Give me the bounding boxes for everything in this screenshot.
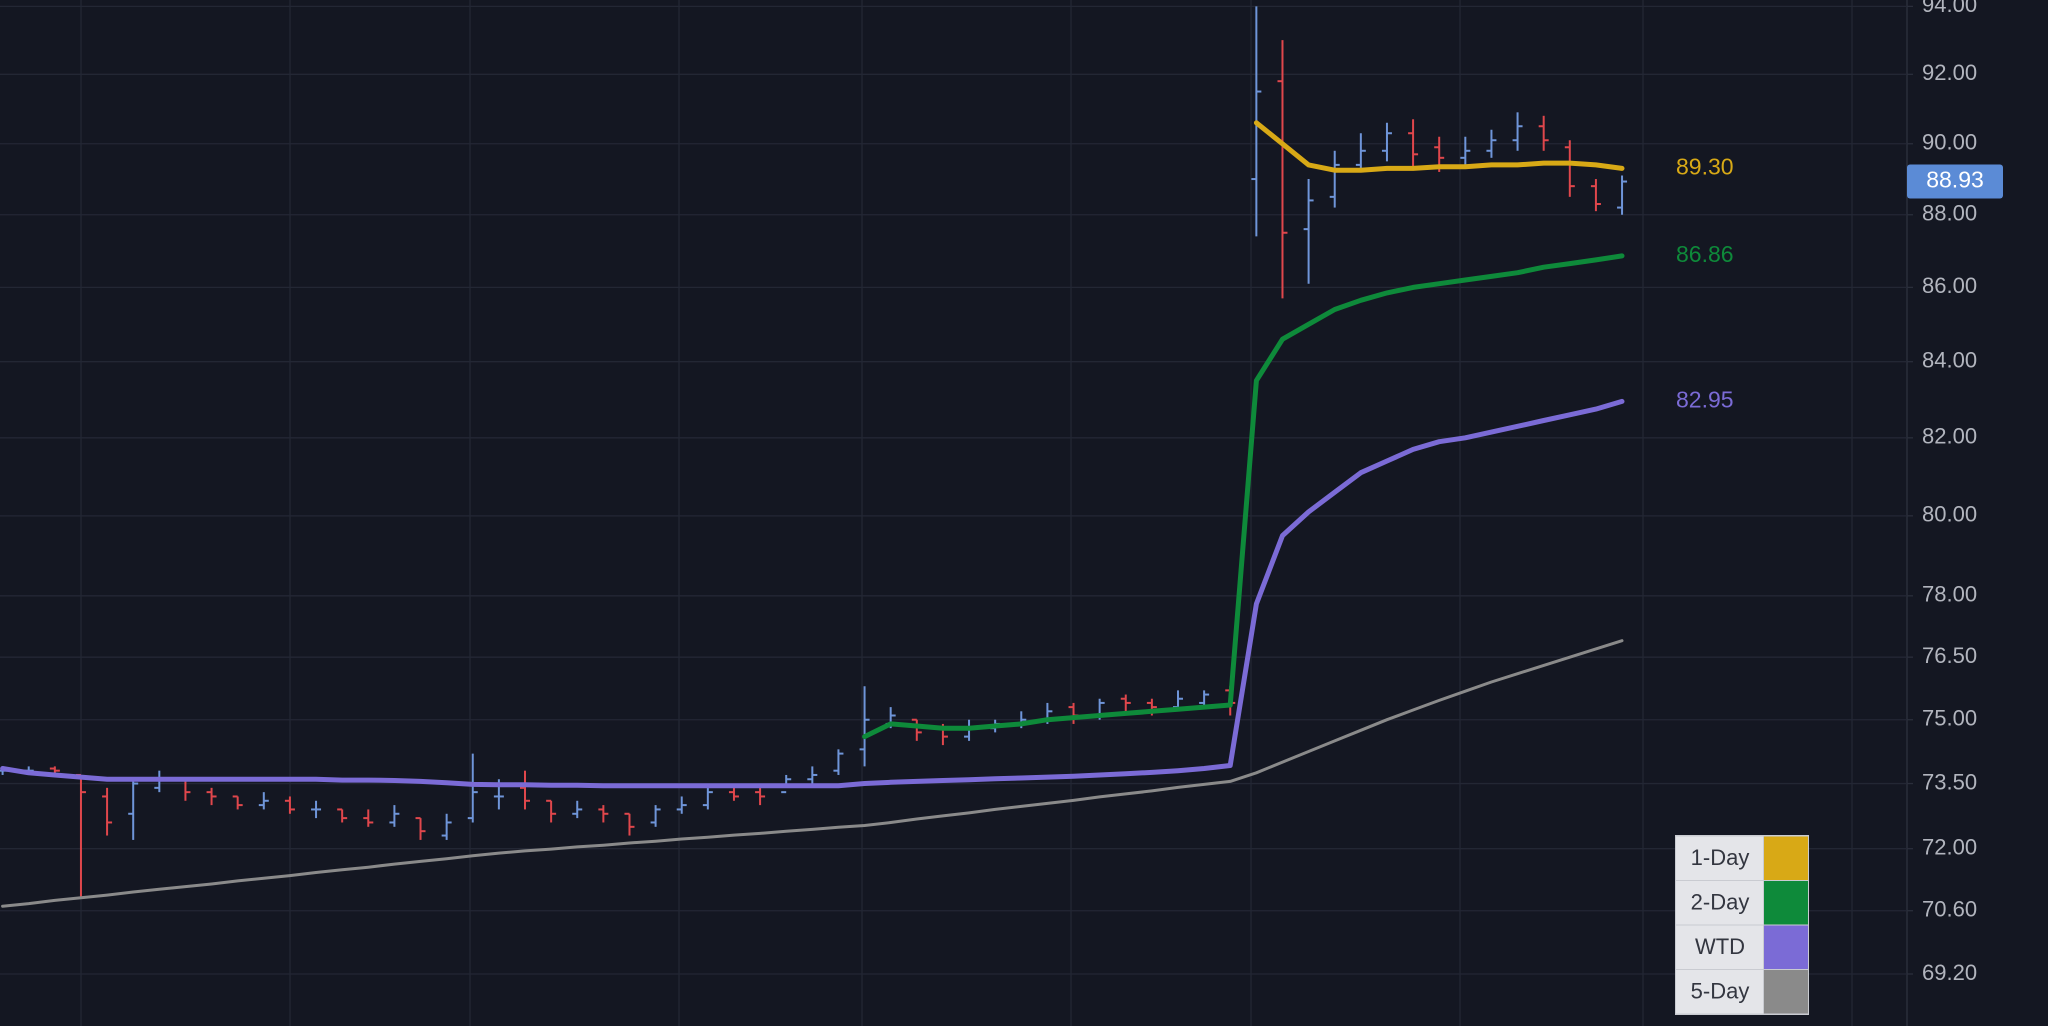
last-price-label: 88.93: [1926, 167, 1984, 193]
legend-label: 1-Day: [1691, 845, 1750, 870]
legend-label-cell: [1676, 836, 1763, 880]
y-tick-label: 75.00: [1922, 706, 1977, 731]
line-wtd: [0, 398, 1625, 789]
y-tick-label: 76.50: [1922, 643, 1977, 668]
legend-swatch: [1764, 925, 1808, 969]
y-tick-label: 80.00: [1922, 502, 1977, 527]
y-tick-label: 92.00: [1922, 60, 1977, 85]
legend-swatch: [1764, 836, 1808, 880]
line-1-day: [1253, 120, 1625, 173]
line-5-day: [1, 639, 1624, 908]
line-2-day: [862, 253, 1625, 740]
y-tick-label: 86.00: [1922, 273, 1977, 298]
legend-swatch: [1764, 970, 1808, 1014]
y-tick-label: 84.00: [1922, 348, 1977, 373]
y-tick-label: 94.00: [1922, 0, 1977, 17]
y-tick-label: 72.00: [1922, 834, 1977, 859]
legend-label: 5-Day: [1691, 979, 1750, 1004]
y-tick-label: 82.00: [1922, 424, 1977, 449]
y-tick-label: 78.00: [1922, 582, 1977, 607]
legend-label-cell: [1676, 881, 1763, 925]
last-price-tag: [1907, 164, 2003, 199]
legend-label-cell: [1676, 970, 1763, 1014]
legend-swatch: [1764, 881, 1808, 925]
end-value-label: 86.86: [1676, 241, 1734, 267]
y-tick-label: 70.60: [1922, 897, 1977, 922]
y-tick-label: 73.50: [1922, 769, 1977, 794]
legend: 1-Day 2-Day WTD 5-Day: [1675, 835, 1809, 1015]
legend-label: 2-Day: [1691, 890, 1750, 915]
end-value-label: 82.95: [1676, 387, 1734, 413]
y-tick-label: 69.20: [1922, 960, 1977, 985]
y-tick-label: 90.00: [1922, 130, 1977, 155]
end-value-label: 89.30: [1676, 153, 1734, 179]
legend-label: WTD: [1695, 934, 1745, 959]
y-tick-label: 88.00: [1922, 201, 1977, 226]
legend-label-cell: [1676, 925, 1763, 969]
time-grid: [80, 0, 1853, 1026]
